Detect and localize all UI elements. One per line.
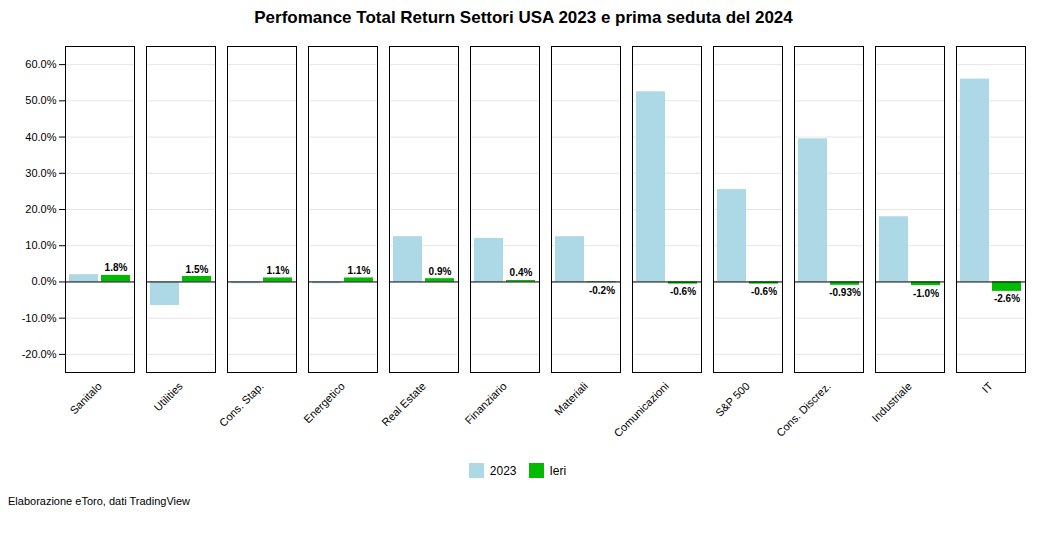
svg-text:0.4%: 0.4%: [510, 267, 533, 278]
svg-text:Comunicazioni: Comunicazioni: [611, 380, 671, 440]
svg-text:Industriale: Industriale: [870, 380, 914, 424]
html-text:2023: 2023: [489, 463, 517, 478]
svg-text:-2.6%: -2.6%: [994, 293, 1020, 304]
svg-text:10.0%: 10.0%: [25, 239, 56, 251]
svg-text:-20.0%: -20.0%: [22, 348, 57, 360]
svg-text:20.0%: 20.0%: [25, 203, 56, 215]
svg-text:50.0%: 50.0%: [25, 94, 56, 106]
svg-text:Finanziario: Finanziario: [462, 380, 509, 427]
svg-text:1.8%: 1.8%: [105, 262, 128, 273]
svg-text:-10.0%: -10.0%: [22, 312, 57, 324]
svg-text:Cons. Discrez.: Cons. Discrez.: [774, 380, 833, 439]
svg-text:-0.2%: -0.2%: [589, 285, 615, 296]
html-text:Elaborazione eToro, dati Tradi: Elaborazione eToro, dati TradingView: [8, 495, 190, 507]
html-text:Ieri: Ieri: [549, 463, 567, 478]
svg-text:Energetico: Energetico: [301, 380, 347, 426]
svg-text:Utilities: Utilities: [151, 379, 185, 413]
svg-text:S&P 500: S&P 500: [713, 380, 752, 419]
svg-text:1.1%: 1.1%: [267, 265, 290, 276]
svg-text:Cons. Stap.: Cons. Stap.: [217, 380, 266, 429]
svg-text:Real Estate: Real Estate: [379, 380, 428, 429]
svg-text:-0.6%: -0.6%: [670, 286, 696, 297]
svg-text:40.0%: 40.0%: [25, 131, 56, 143]
svg-text:Materiali: Materiali: [552, 380, 590, 418]
svg-text:Sanitalo: Sanitalo: [67, 380, 104, 417]
svg-text:-0.6%: -0.6%: [751, 286, 777, 297]
svg-text:IT: IT: [980, 380, 996, 396]
svg-text:-0.93%: -0.93%: [829, 287, 861, 298]
svg-text:30.0%: 30.0%: [25, 167, 56, 179]
svg-text:0.0%: 0.0%: [31, 275, 56, 287]
svg-text:0.9%: 0.9%: [429, 266, 452, 277]
svg-text:1.1%: 1.1%: [348, 265, 371, 276]
svg-text:-1.0%: -1.0%: [913, 288, 939, 299]
html-text:Perfomance Total Return Settor: Perfomance Total Return Settori USA 2023…: [254, 8, 793, 27]
svg-text:1.5%: 1.5%: [186, 264, 209, 275]
svg-text:60.0%: 60.0%: [25, 58, 56, 70]
